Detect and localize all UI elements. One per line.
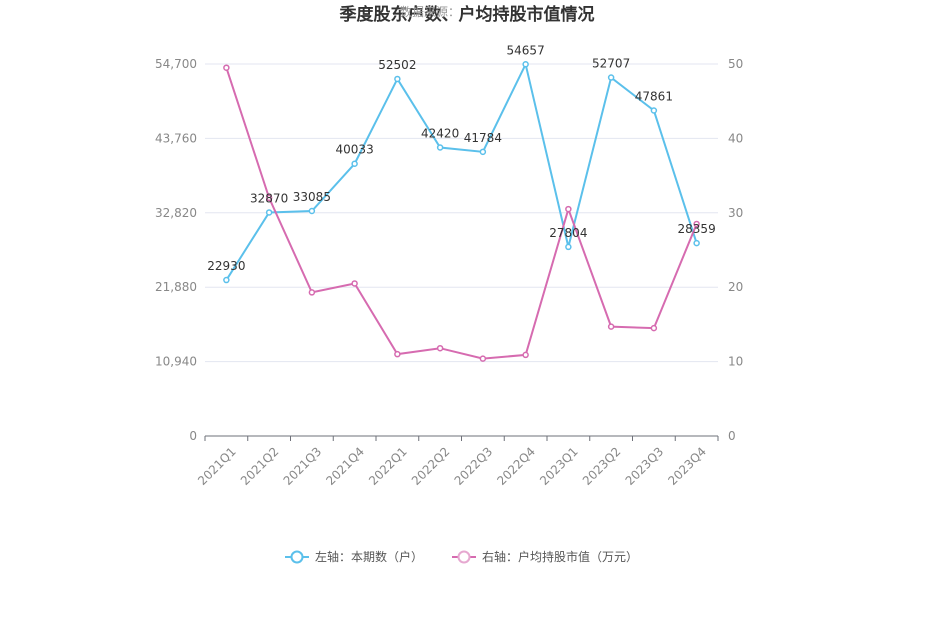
- data-point: [522, 351, 529, 359]
- data-label: 40033: [336, 143, 374, 157]
- data-label: 42420: [421, 127, 459, 141]
- data-label: 52502: [378, 58, 416, 72]
- left-axis-tick-label: 32,820: [155, 206, 197, 220]
- x-axis-tick-label: 2022Q2: [409, 444, 453, 488]
- right-axis-tick-label: 40: [728, 131, 743, 145]
- x-axis-tick-label: 2023Q4: [665, 444, 709, 488]
- right-axis-tick-label: 10: [728, 355, 743, 369]
- x-axis-tick-label: 2021Q4: [323, 444, 367, 488]
- data-point: [394, 75, 401, 83]
- left-axis-tick-label: 54,700: [155, 57, 197, 71]
- series-group: [223, 61, 700, 362]
- grid-lines: [205, 63, 718, 363]
- data-labels: 22930 32870 33085 40033 52502 42420 41784 54657…: [207, 43, 715, 273]
- left-axis-tick-label: 43,760: [155, 131, 197, 145]
- data-point: [479, 148, 487, 156]
- x-axis-tick-label: 2022Q4: [494, 444, 538, 488]
- data-point: [693, 220, 700, 228]
- data-point: [223, 276, 230, 284]
- data-point: [265, 209, 273, 216]
- data-point: [693, 239, 700, 247]
- data-label: 33085: [293, 190, 331, 204]
- right-axis-tick-label: 0: [728, 429, 736, 443]
- data-label: 47861: [635, 90, 673, 104]
- data-point: [436, 344, 444, 352]
- data-point: [436, 144, 444, 151]
- data-point: [223, 64, 230, 71]
- left-axis-tick-label: 10,940: [155, 355, 197, 369]
- data-label: 54657: [507, 43, 545, 57]
- data-label: 27804: [549, 226, 587, 240]
- series-line-0: [225, 61, 698, 281]
- left-axis-tick-label: 21,880: [155, 280, 197, 294]
- x-axis-tick-label: 2021Q1: [195, 444, 239, 488]
- data-point: [607, 74, 615, 81]
- data-point: [265, 194, 273, 202]
- data-point: [394, 350, 401, 358]
- x-axis-tick-label: 2021Q3: [281, 444, 325, 488]
- data-label: 32870: [250, 191, 288, 205]
- data-point: [650, 107, 658, 114]
- data-label: 22930: [207, 259, 245, 273]
- x-axis-tick-label: 2022Q3: [452, 444, 496, 488]
- legend-marker: [457, 550, 471, 564]
- right-axis-tick-label: 20: [728, 280, 743, 294]
- legend: 左轴：本期数（户） 右轴：户均持股市值（万元）: [285, 549, 638, 564]
- data-point: [522, 61, 529, 68]
- watermark: 数据来源：: [400, 4, 460, 19]
- data-point: [479, 355, 487, 362]
- data-label: 28359: [678, 222, 716, 236]
- legend-marker: [290, 550, 304, 564]
- data-label: 52707: [592, 57, 630, 71]
- series-line-1: [225, 67, 698, 360]
- legend-label[interactable]: 右轴：户均持股市值（万元）: [482, 549, 638, 564]
- data-point: [351, 280, 358, 287]
- data-point: [607, 323, 615, 330]
- data-label: 41784: [464, 131, 502, 145]
- x-axis-tick-label: 2023Q1: [537, 444, 581, 488]
- data-point: [308, 289, 316, 296]
- x-axis-tick-label: 2022Q1: [366, 444, 410, 488]
- x-axis-tick-label: 2023Q3: [623, 444, 667, 488]
- right-axis-tick-label: 50: [728, 57, 743, 71]
- data-point: [565, 205, 572, 213]
- left-axis-tick-label: 0: [189, 429, 197, 443]
- x-axis-tick-label: 2021Q2: [238, 444, 282, 488]
- x-axis-tick-label: 2023Q2: [580, 444, 624, 488]
- legend-label[interactable]: 左轴：本期数（户）: [315, 549, 423, 564]
- data-point: [565, 243, 572, 251]
- data-point: [351, 160, 358, 167]
- right-axis-tick-label: 30: [728, 206, 743, 220]
- chart-title: 季度股东户数、户均持股市值情况: [340, 4, 595, 25]
- data-point: [650, 324, 658, 332]
- data-point: [308, 207, 316, 215]
